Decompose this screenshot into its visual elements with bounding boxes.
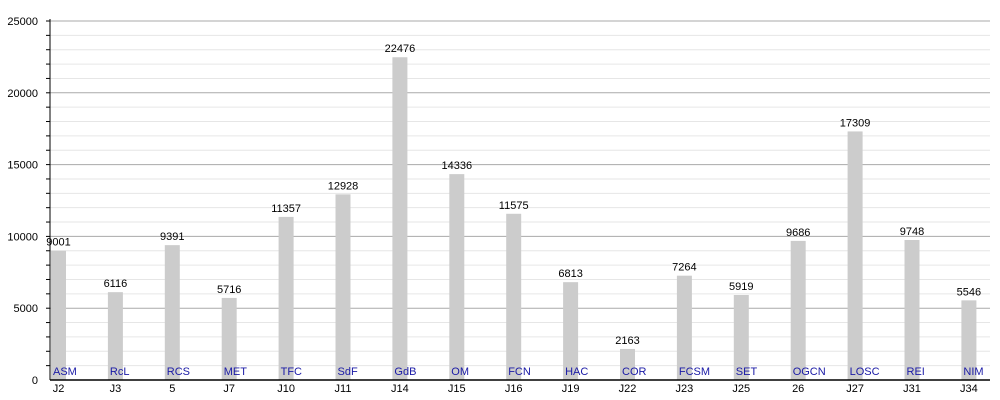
- x-tick-label: J3: [110, 383, 122, 395]
- bar-J15: [449, 174, 465, 380]
- bars: 9001 ASM 6116 RcL 9391 RCS 5716 MET 11357 TFC 1292…: [46, 43, 984, 381]
- team-label: HAC: [565, 366, 588, 378]
- value-label: 22476: [385, 43, 416, 55]
- value-label: 11575: [499, 200, 529, 212]
- value-label: 12928: [328, 180, 359, 192]
- team-label: SdF: [338, 366, 358, 378]
- x-tick-label: J27: [846, 383, 864, 395]
- value-label: 2163: [615, 335, 639, 347]
- value-label: 14336: [442, 160, 473, 172]
- team-label: COR: [622, 366, 647, 378]
- bar-26: [790, 240, 806, 380]
- team-label: ASM: [53, 366, 77, 378]
- bar-J25: [733, 295, 749, 380]
- x-tick-label: J11: [335, 383, 352, 395]
- x-tick-label: J31: [903, 383, 921, 395]
- value-label: 17309: [840, 117, 871, 129]
- bar-J11: [335, 194, 351, 380]
- grid: [50, 20, 990, 367]
- value-label: 11357: [271, 203, 301, 215]
- y-tick-label: 15000: [7, 160, 38, 172]
- x-tick-label: J25: [732, 383, 750, 395]
- value-label: 7264: [672, 262, 696, 274]
- team-label: OM: [451, 366, 469, 378]
- value-label: 5716: [217, 284, 241, 296]
- bar-J3: [107, 292, 123, 380]
- team-label: TFC: [281, 366, 302, 378]
- bar-J34: [961, 300, 977, 380]
- team-label: OGCN: [793, 366, 826, 378]
- y-tick-label: 25000: [7, 16, 38, 28]
- y-tick-label: 20000: [7, 88, 38, 100]
- x-tick-label: 5: [169, 383, 175, 395]
- x-tick-label: J22: [619, 383, 637, 395]
- x-tick-label: J19: [562, 383, 580, 395]
- team-label: MET: [224, 366, 248, 378]
- team-label: SET: [736, 366, 758, 378]
- team-label: REI: [907, 366, 925, 378]
- value-label: 5919: [729, 281, 753, 293]
- y-tick-label: 0: [32, 375, 38, 387]
- team-label: FCSM: [679, 366, 710, 378]
- x-tick-label: J7: [223, 383, 235, 395]
- value-label: 9391: [160, 231, 184, 243]
- team-label: GdB: [394, 366, 416, 378]
- bar-J31: [904, 240, 920, 380]
- bar-J10: [278, 216, 294, 380]
- team-label: RCS: [167, 366, 190, 378]
- team-label: FCN: [508, 366, 531, 378]
- value-label: 5546: [957, 286, 981, 298]
- value-label: 9748: [900, 226, 924, 238]
- x-tick-label: J2: [53, 383, 65, 395]
- bar-J23: [676, 275, 692, 380]
- value-label: 9686: [786, 227, 810, 239]
- bar-J14: [392, 57, 408, 381]
- x-tick-label: J15: [448, 383, 466, 395]
- bar-J27: [847, 131, 863, 380]
- x-tick-label: J34: [960, 383, 978, 395]
- y-tick-label: 10000: [7, 231, 38, 243]
- x-tick-label: J14: [391, 383, 409, 395]
- value-label: 6813: [558, 268, 582, 280]
- y-tick-label: 5000: [14, 303, 38, 315]
- bar-J22: [620, 348, 635, 380]
- bar-J2: [51, 250, 66, 380]
- team-label: LOSC: [850, 366, 880, 378]
- x-tick-label: J16: [505, 383, 523, 395]
- axes: 0 5000 10000 15000 20000 25000 J2 J3 5 J7 J10 J11 J1…: [7, 16, 990, 395]
- x-tick-label: J23: [676, 383, 694, 395]
- team-label: RcL: [110, 366, 130, 378]
- value-label: 6116: [104, 278, 128, 290]
- bar-J16: [506, 213, 522, 380]
- bar-J7: [221, 297, 237, 380]
- x-tick-label: J10: [277, 383, 295, 395]
- x-tick-label: 26: [792, 383, 804, 395]
- bar-J19: [563, 282, 579, 380]
- team-label: NIM: [963, 366, 983, 378]
- value-label: 9001: [46, 237, 70, 249]
- bar-5: [164, 245, 180, 380]
